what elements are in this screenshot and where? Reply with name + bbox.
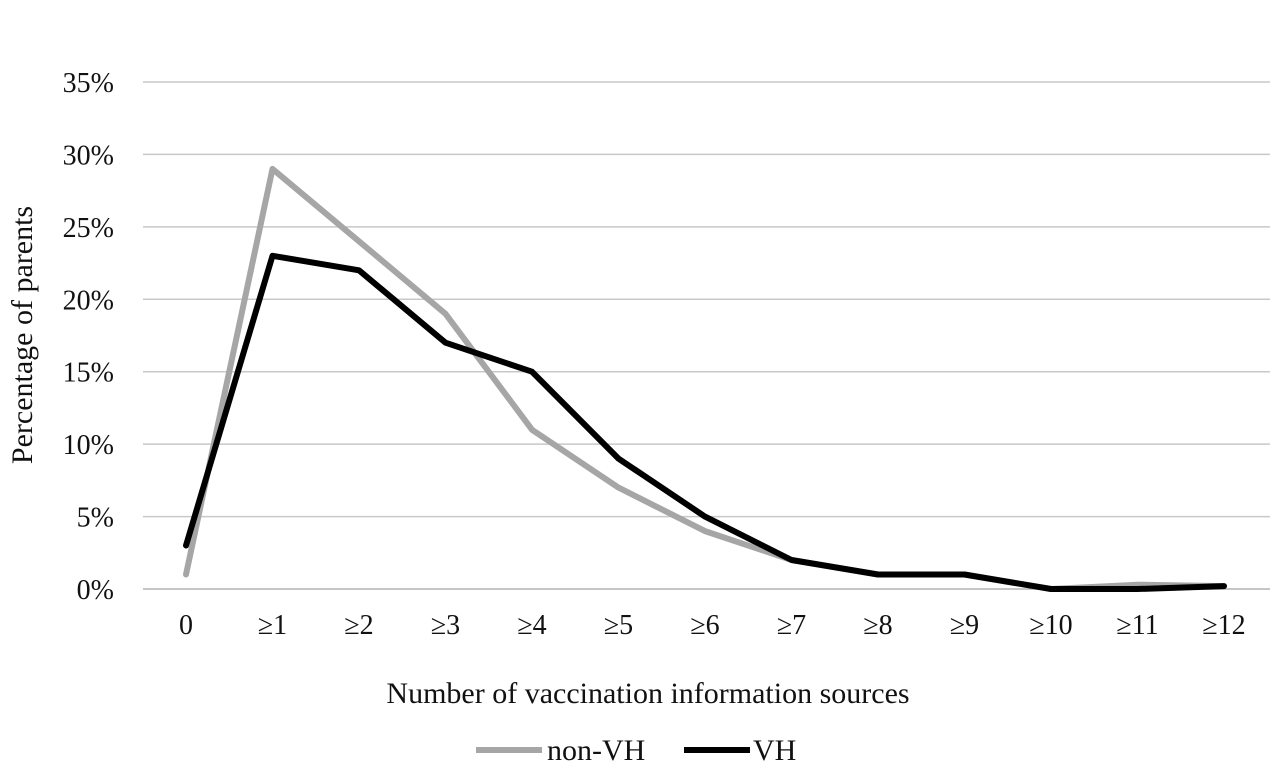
x-tick-label: ≥8	[863, 610, 892, 641]
y-tick-label: 20%	[63, 285, 114, 316]
legend: non-VH VH	[476, 734, 796, 767]
series-lines	[183, 165, 1227, 592]
y-tick-label: 15%	[63, 358, 114, 389]
x-tick-label: ≥10	[1029, 610, 1072, 641]
x-axis-title: Number of vaccination information source…	[386, 677, 909, 710]
x-tick-label: ≥9	[950, 610, 979, 641]
y-tick-label: 10%	[63, 430, 114, 461]
legend-label: non-VH	[547, 734, 645, 767]
y-tick-label: 30%	[63, 140, 114, 171]
x-tick-label: ≥11	[1116, 610, 1158, 641]
y-tick-label: 25%	[63, 213, 114, 244]
series-line-vh	[183, 252, 1227, 592]
x-tick-label: ≥4	[517, 610, 546, 641]
x-tick-label: ≥7	[777, 610, 806, 641]
y-tick-label: 35%	[63, 68, 114, 99]
series-line-non-vh	[183, 165, 1227, 592]
x-tick-label: ≥2	[344, 610, 373, 641]
x-tick-label: ≥5	[604, 610, 633, 641]
x-tick-label: ≥1	[258, 610, 287, 641]
y-tick-label: 5%	[77, 503, 114, 534]
legend-label: VH	[753, 734, 796, 767]
x-tick-label: ≥6	[690, 610, 719, 641]
y-axis-tick-labels: 0% 5% 10% 15% 20% 25% 30% 35%	[63, 68, 114, 606]
y-tick-label: 0%	[77, 575, 114, 606]
x-tick-label: 0	[179, 610, 193, 641]
x-tick-label: ≥12	[1202, 610, 1245, 641]
y-axis-title: Percentage of parents	[6, 206, 39, 464]
x-tick-label: ≥3	[431, 610, 460, 641]
gridlines	[143, 81, 1270, 590]
x-axis-tick-labels: 0 ≥1 ≥2 ≥3 ≥4 ≥5 ≥6 ≥7 ≥8 ≥9 ≥10 ≥11 ≥12	[179, 610, 1246, 641]
